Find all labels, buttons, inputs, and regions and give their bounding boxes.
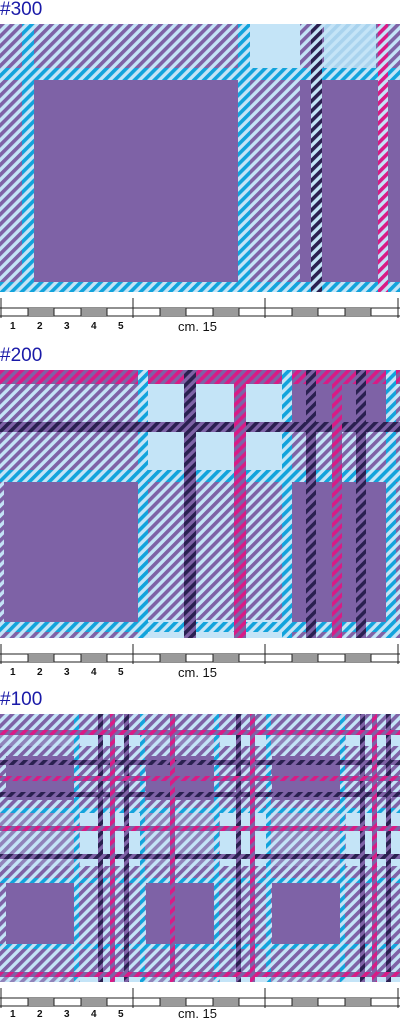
ruler-number: 4 [91, 1009, 97, 1020]
ruler-number: 2 [37, 667, 43, 678]
section-title-100: #100 [0, 689, 43, 710]
tartan-swatch-300 [0, 24, 400, 292]
ruler-number: 1 [10, 1009, 16, 1020]
ruler-100: 1 2 3 4 5 cm. 15 [0, 984, 400, 1024]
ruler-cm-label: cm. 15 [178, 319, 218, 334]
ruler-number: 4 [91, 667, 97, 678]
ruler-scale-200 [0, 644, 400, 664]
ruler-number: 1 [10, 321, 16, 332]
ruler-number: 1 [10, 667, 16, 678]
ruler-number: 4 [91, 321, 97, 332]
ruler-scale-100 [0, 988, 400, 1008]
ruler-number: 3 [64, 321, 70, 332]
ruler-number: 2 [37, 321, 43, 332]
ruler-number: 3 [64, 667, 70, 678]
tartan-swatch-100 [0, 714, 400, 982]
tartan-swatch-200 [0, 370, 400, 638]
ruler-200: 1 2 3 4 5 cm. 15 [0, 640, 400, 680]
ruler-scale-300 [0, 298, 400, 318]
ruler-cm-label: cm. 15 [178, 1006, 218, 1021]
ruler-number: 2 [37, 1009, 43, 1020]
ruler-number: 5 [118, 1009, 124, 1020]
ruler-number: 5 [118, 667, 124, 678]
ruler-cm-label: cm. 15 [178, 665, 218, 680]
ruler-number: 3 [64, 1009, 70, 1020]
ruler-number: 5 [118, 321, 124, 332]
section-title-300: #300 [0, 0, 43, 20]
ruler-300: 1 2 3 4 5 cm. 15 [0, 294, 400, 334]
section-title-200: #200 [0, 345, 43, 366]
